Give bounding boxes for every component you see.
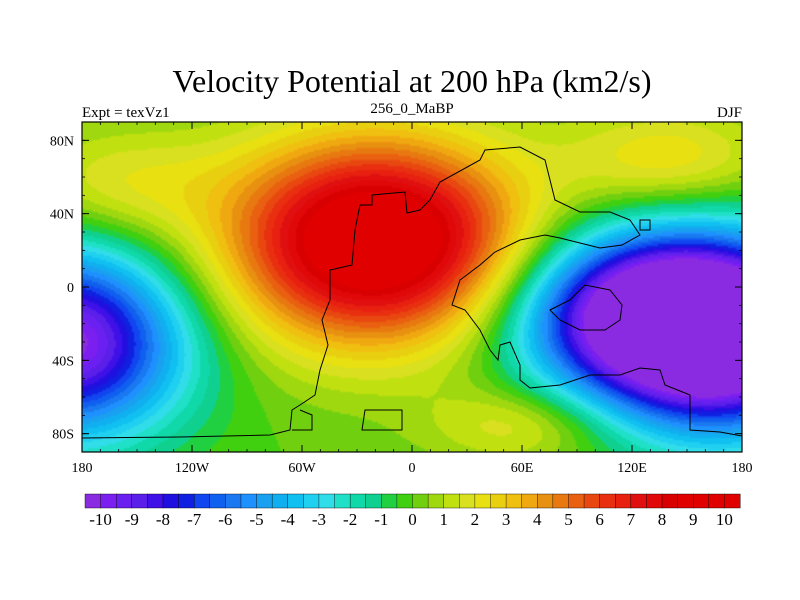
x-tick-label: 60E xyxy=(511,461,534,476)
colorbar-swatch xyxy=(209,493,226,509)
colorbar-label: -10 xyxy=(89,510,112,529)
chart-title: Velocity Potential at 200 hPa (km2/s) xyxy=(172,63,651,99)
colorbar-swatch xyxy=(490,493,507,509)
axes: 180 120W 60W 0 60E 120E 180 80N 40N 0 40S 80S xyxy=(50,122,753,476)
colorbar-label: -5 xyxy=(249,510,263,529)
y-tick-label: 40N xyxy=(50,208,74,223)
coastlines xyxy=(82,146,742,439)
subtitle-right: DJF xyxy=(717,105,742,121)
subtitle-left: Expt = texVz1 xyxy=(82,105,170,121)
subtitle-center: 256_0_MaBP xyxy=(370,101,453,117)
contour-field xyxy=(82,122,742,452)
colorbar-swatch xyxy=(568,493,585,509)
coastline-antarctic-shelf xyxy=(292,409,313,431)
colorbar-swatch xyxy=(474,493,491,509)
colorbar: -10 -9 -8 -7 -6 -5 -4 -3 -2 -1 0 1 2 3 4 5 6 7 8 9 10 xyxy=(84,493,741,529)
colorbar-swatch xyxy=(334,493,351,509)
colorbar-label: -4 xyxy=(281,510,296,529)
colorbar-label: -6 xyxy=(218,510,232,529)
colorbar-swatch xyxy=(724,493,741,509)
colorbar-swatch xyxy=(303,493,320,509)
colorbar-label: 1 xyxy=(439,510,448,529)
colorbar-label: 0 xyxy=(408,510,417,529)
colorbar-swatch xyxy=(131,493,148,509)
colorbar-swatch xyxy=(162,493,180,509)
colorbar-swatch xyxy=(225,493,242,509)
colorbar-swatch xyxy=(178,493,195,509)
colorbar-swatch xyxy=(583,493,601,509)
y-tick-label: 80S xyxy=(52,428,74,443)
y-tick-label: 80N xyxy=(50,134,74,149)
colorbar-swatch xyxy=(708,493,725,509)
colorbar-swatch xyxy=(318,493,336,509)
colorbar-swatch xyxy=(396,493,413,509)
coastline-australia xyxy=(549,284,623,331)
colorbar-label: 3 xyxy=(502,510,511,529)
coastline-island-east xyxy=(639,219,651,231)
colorbar-swatch xyxy=(552,493,569,509)
colorbar-label: 4 xyxy=(533,510,542,529)
colorbar-label: -7 xyxy=(187,510,202,529)
colorbar-swatch xyxy=(365,493,382,509)
colorbar-label: -2 xyxy=(343,510,357,529)
colorbar-swatch xyxy=(287,493,304,509)
colorbar-swatch xyxy=(100,493,117,509)
colorbar-label: 5 xyxy=(564,510,573,529)
colorbar-label: -3 xyxy=(312,510,326,529)
colorbar-swatch xyxy=(240,493,258,509)
colorbar-swatch xyxy=(661,493,679,509)
colorbar-label: 7 xyxy=(627,510,636,529)
x-tick-label: 120E xyxy=(617,461,647,476)
colorbar-swatch xyxy=(599,493,616,509)
colorbar-swatch xyxy=(412,493,429,509)
coastline-south-america xyxy=(82,204,361,439)
colorbar-swatch xyxy=(677,493,694,509)
colorbar-swatch xyxy=(147,493,164,509)
colorbar-label: 10 xyxy=(716,510,733,529)
colorbar-label: -9 xyxy=(125,510,139,529)
colorbar-label: -1 xyxy=(374,510,388,529)
colorbar-swatch xyxy=(521,493,538,509)
colorbar-swatch xyxy=(193,493,211,509)
coastline-africa-eurasia xyxy=(360,146,742,437)
colorbar-label: 9 xyxy=(689,510,698,529)
colorbar-swatch xyxy=(615,493,632,509)
x-tick-label: 60W xyxy=(288,461,316,476)
x-tick-label: 180 xyxy=(732,461,753,476)
x-tick-label: 120W xyxy=(175,461,210,476)
x-tick-label: 180 xyxy=(72,461,93,476)
y-tick-label: 0 xyxy=(67,281,74,296)
colorbar-swatch xyxy=(427,493,445,509)
coastline-island-south xyxy=(361,409,403,431)
colorbar-swatch xyxy=(256,493,273,509)
colorbar-swatch xyxy=(349,493,367,509)
colorbar-label: 6 xyxy=(595,510,604,529)
colorbar-label: 2 xyxy=(471,510,480,529)
colorbar-swatch xyxy=(459,493,476,509)
colorbar-label: -8 xyxy=(156,510,170,529)
colorbar-swatch xyxy=(443,493,460,509)
colorbar-swatch xyxy=(381,493,398,509)
colorbar-swatch xyxy=(646,493,663,509)
colorbar-swatch xyxy=(505,493,523,509)
colorbar-swatch xyxy=(271,493,289,509)
colorbar-swatch xyxy=(84,493,102,509)
colorbar-swatch xyxy=(115,493,133,509)
field-raster xyxy=(82,122,742,452)
colorbar-label: 8 xyxy=(658,510,667,529)
colorbar-swatch xyxy=(630,493,647,509)
y-tick-label: 40S xyxy=(52,354,74,369)
colorbar-swatch xyxy=(537,493,554,509)
colorbar-swatch xyxy=(693,493,710,509)
x-tick-label: 0 xyxy=(409,461,416,476)
